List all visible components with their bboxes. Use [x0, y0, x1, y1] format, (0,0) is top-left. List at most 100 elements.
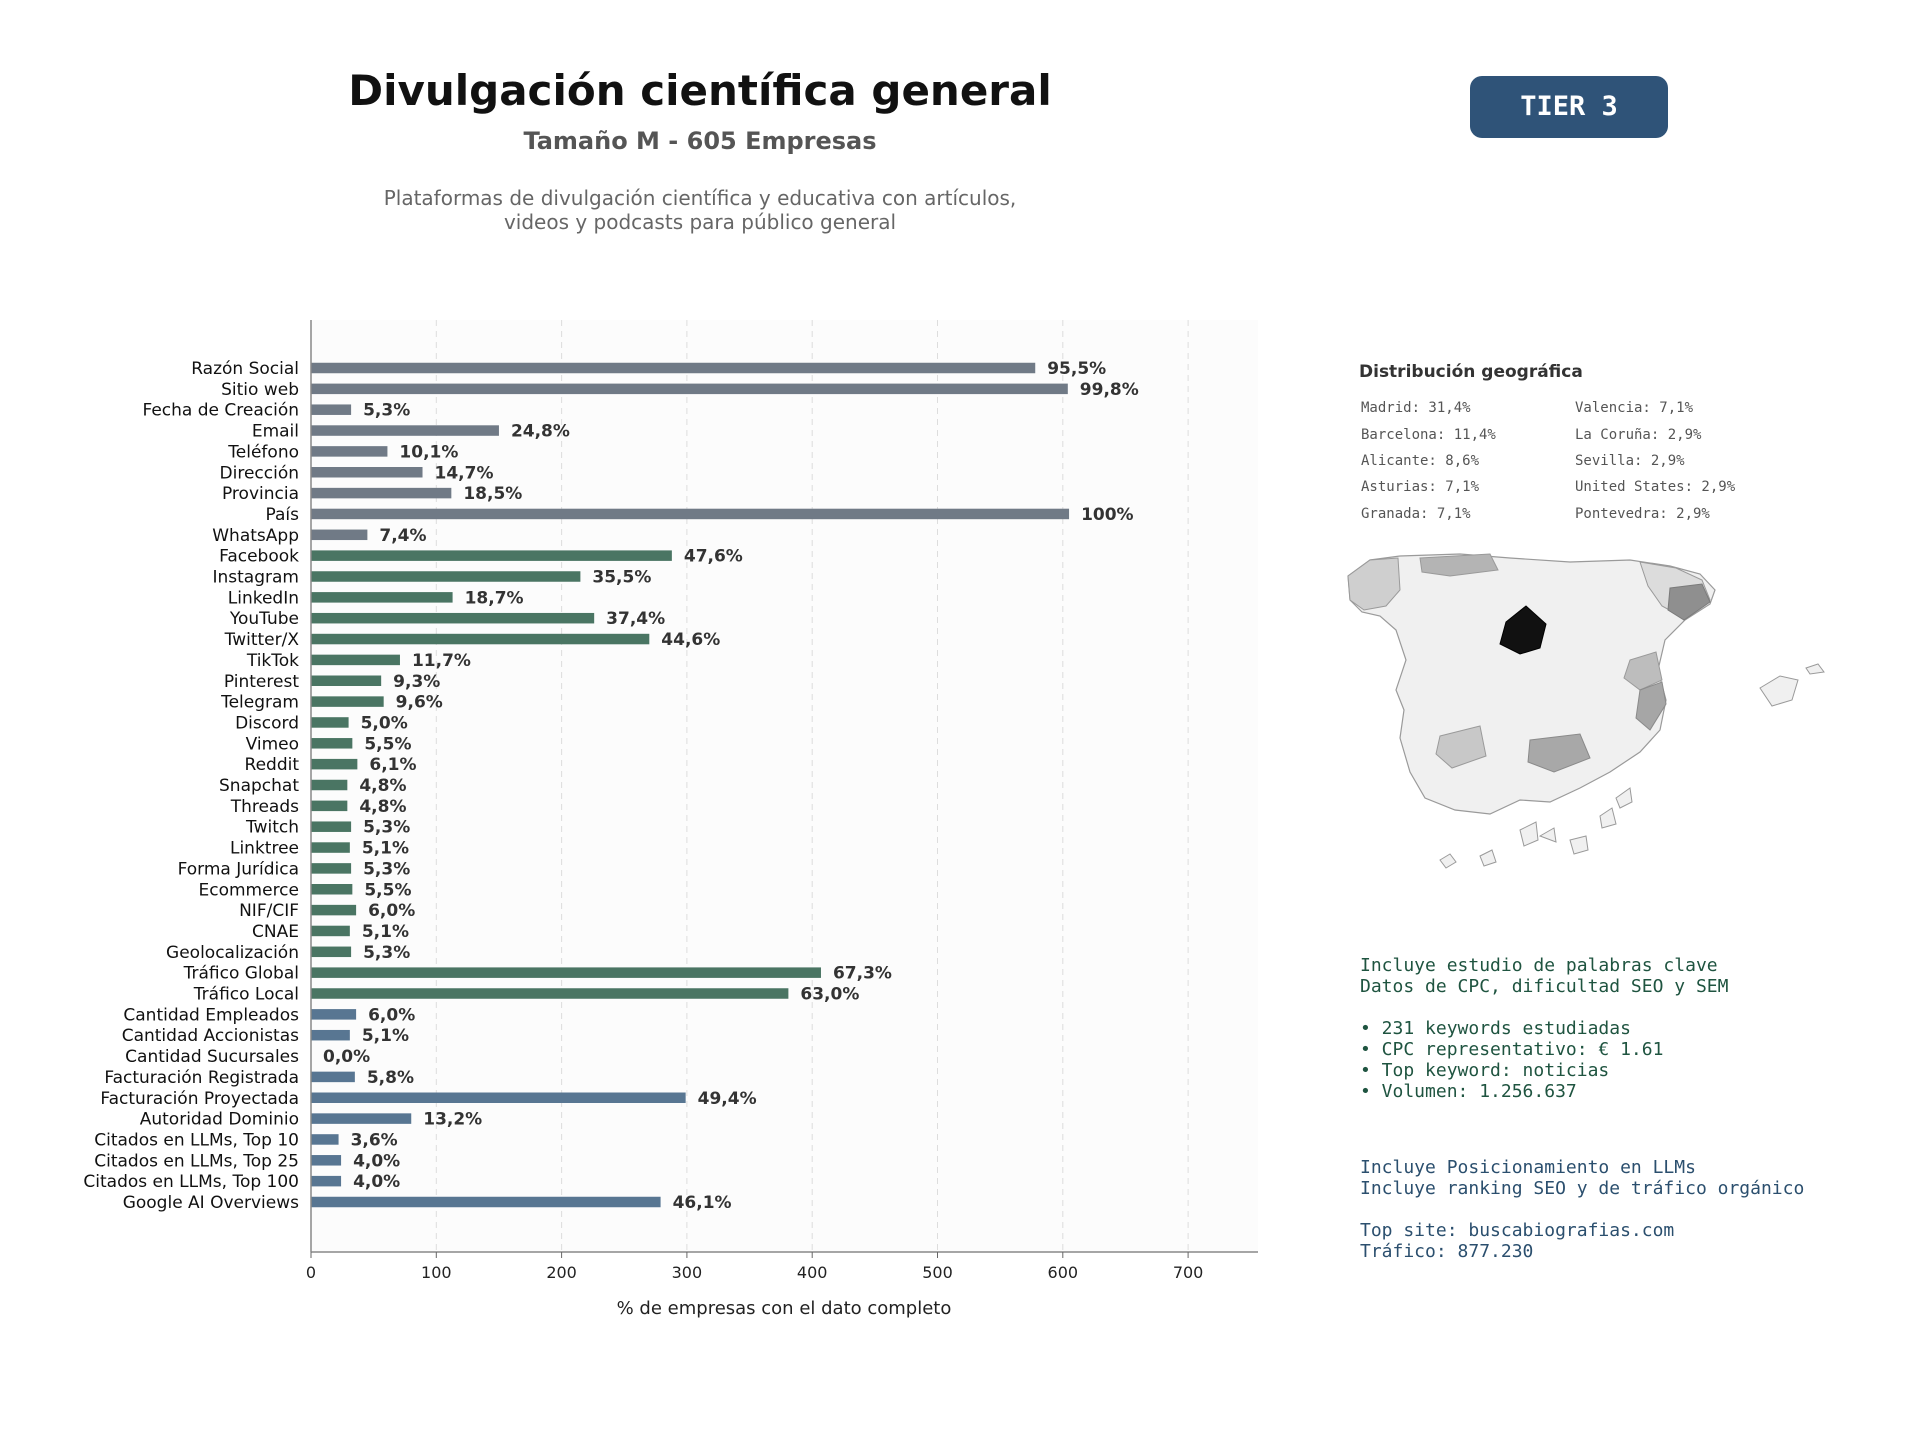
x-tick-label: 300 — [672, 1263, 703, 1282]
map-region-asturias — [1419, 553, 1499, 577]
bar — [311, 1029, 350, 1041]
category-label: Fecha de Creación — [142, 401, 299, 421]
category-label: Sitio web — [221, 380, 299, 400]
bar — [311, 884, 353, 895]
data-label: 4,8% — [359, 797, 406, 817]
bar — [311, 779, 348, 791]
bar — [311, 946, 352, 958]
llm-line-2: Incluye ranking SEO y de tráfico orgánic… — [1360, 1178, 1805, 1199]
bar — [311, 362, 1036, 374]
bar — [311, 1155, 342, 1166]
bar — [311, 904, 357, 916]
data-label: 6,0% — [368, 1005, 415, 1025]
bars — [311, 362, 1070, 1208]
category-label: Ecommerce — [199, 880, 300, 900]
bar — [311, 1175, 342, 1187]
category-label: Facebook — [219, 547, 299, 567]
x-tick-label: 200 — [546, 1263, 577, 1282]
data-label: 67,3% — [833, 964, 892, 984]
geo-item-right-3: Sevilla: 2,9% — [1575, 453, 1685, 469]
bar — [311, 592, 453, 603]
data-label: 35,5% — [592, 568, 651, 588]
data-label: 95,5% — [1047, 359, 1106, 379]
page-description: Plataformas de divulgación científica y … — [300, 186, 1100, 234]
bar — [311, 487, 452, 499]
map-balearic-islands — [1759, 663, 1825, 707]
data-label: 7,4% — [379, 526, 426, 546]
seo-line-2: Datos de CPC, dificultad SEO y SEM — [1360, 976, 1729, 997]
category-label: Snapchat — [219, 776, 299, 796]
spain-map — [1347, 553, 1825, 869]
geo-title: Distribución geográfica — [1359, 362, 1583, 382]
bar — [311, 508, 1070, 520]
category-label: Linktree — [230, 839, 299, 859]
category-label: Vimeo — [246, 734, 299, 754]
geo-item-right-2: La Coruña: 2,9% — [1575, 427, 1702, 443]
category-label: Cantidad Accionistas — [122, 1026, 299, 1046]
category-label: Google AI Overviews — [123, 1193, 299, 1213]
bar — [311, 1113, 412, 1124]
bar — [311, 925, 350, 937]
data-label: 44,6% — [661, 630, 720, 650]
category-label: CNAE — [252, 922, 299, 942]
bar — [311, 425, 499, 436]
data-label: 13,2% — [423, 1110, 482, 1130]
bar — [311, 550, 672, 561]
data-label: 3,6% — [351, 1130, 398, 1150]
data-label: 5,3% — [363, 943, 410, 963]
llm-line-3: Top site: buscabiografias.com — [1360, 1220, 1675, 1241]
category-label: Tráfico Global — [183, 964, 299, 984]
x-tick-label: 400 — [797, 1263, 828, 1282]
data-label: 5,3% — [363, 859, 410, 879]
bar — [311, 842, 350, 853]
bar — [311, 675, 382, 686]
data-label: 46,1% — [673, 1193, 732, 1213]
category-label: YouTube — [229, 609, 299, 629]
bar — [311, 446, 388, 457]
bar — [311, 988, 789, 999]
data-label: 5,0% — [361, 713, 408, 733]
category-label: Dirección — [220, 463, 299, 483]
map-region-sevilla — [1435, 725, 1487, 769]
seo-bullet-3: • Top keyword: noticias — [1360, 1060, 1610, 1081]
x-tick-label: 600 — [1048, 1263, 1079, 1282]
data-label: 6,1% — [369, 755, 416, 775]
llm-line-4: Tráfico: 877.230 — [1360, 1241, 1534, 1262]
data-label: 10,1% — [399, 442, 458, 462]
geo-item-left-2: Barcelona: 11,4% — [1361, 427, 1496, 443]
geo-item-left-5: Granada: 7,1% — [1361, 506, 1471, 522]
category-label: Citados en LLMs, Top 100 — [83, 1172, 299, 1192]
data-label: 100% — [1081, 505, 1134, 525]
llm-info: Incluye Posicionamiento en LLMs Incluye r… — [1360, 1157, 1804, 1262]
bar — [311, 821, 352, 832]
category-label: Autoridad Dominio — [140, 1110, 299, 1130]
map-region-granada — [1527, 733, 1591, 773]
data-label: 18,5% — [463, 484, 522, 504]
category-label: Citados en LLMs, Top 25 — [94, 1151, 299, 1171]
x-ticks: 0 100 200 300 400 500 600 700 — [306, 1252, 1203, 1282]
data-label: 24,8% — [511, 422, 570, 442]
bar — [311, 1134, 339, 1145]
page-subtitle: Tamaño M - 605 Empresas — [523, 127, 877, 155]
map-region-galicia — [1347, 557, 1401, 611]
data-label: 5,3% — [363, 818, 410, 838]
geo-item-right-1: Valencia: 7,1% — [1575, 400, 1694, 416]
bar — [311, 1092, 686, 1103]
description-line-2: videos y podcasts para público general — [503, 210, 897, 234]
x-axis-label: % de empresas con el dato completo — [617, 1298, 952, 1319]
map-region-madrid — [1499, 605, 1547, 655]
category-label: Discord — [235, 713, 299, 733]
data-label: 37,4% — [606, 609, 665, 629]
category-label: Pinterest — [224, 672, 299, 692]
data-label: 18,7% — [465, 588, 524, 608]
bar — [311, 612, 595, 624]
bar — [311, 967, 821, 978]
data-label: 11,7% — [412, 651, 471, 671]
data-label: 5,1% — [362, 1026, 409, 1046]
bar — [311, 758, 358, 770]
data-label: 4,8% — [359, 776, 406, 796]
bar — [311, 738, 353, 749]
bar — [311, 863, 352, 874]
seo-bullet-1: • 231 keywords estudiadas — [1360, 1018, 1631, 1039]
category-label: WhatsApp — [212, 526, 299, 546]
